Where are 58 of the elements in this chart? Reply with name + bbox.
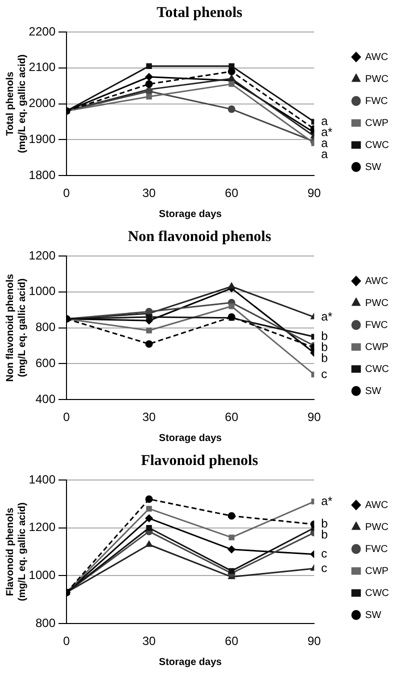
x-tick-label: 0 (63, 410, 70, 424)
chart-title: Total phenols (156, 4, 243, 21)
legend-label: SW (365, 610, 382, 621)
legend-label: AWC (365, 500, 388, 511)
legend-label: CWP (365, 118, 389, 129)
x-axis-title: Storage days (158, 656, 222, 668)
x-tick-label: 30 (142, 410, 156, 424)
legend-label: AWC (365, 276, 388, 287)
text: a* (321, 309, 333, 324)
y-axis-title: Non flavonoid phenols (mg/L eq. gallic acid) (4, 273, 28, 382)
legend-label: FWC (365, 96, 388, 107)
x-tick-label: 90 (307, 410, 322, 424)
y-tick-label: 600 (35, 356, 56, 370)
x-tick-label: 60 (224, 186, 239, 200)
legend-label: SW (365, 162, 382, 173)
y-tick-label: 1000 (28, 568, 56, 582)
y-axis-title: Total phenols (mg/L eq. gallic acid) (4, 54, 28, 154)
x-axis-title: Storage days (158, 208, 222, 220)
chart-title: Non flavonoid phenols (128, 228, 272, 245)
y-axis-title: Flavonoid phenols (mg/L eq. gallic acid) (4, 502, 28, 602)
legend-label: PWC (365, 74, 388, 85)
legend-label: SW (365, 386, 382, 397)
text: c (321, 546, 328, 561)
legend-label: CWP (365, 342, 389, 353)
legend-label: CWC (365, 140, 390, 151)
y-tick-label: 1900 (28, 132, 56, 146)
legend-label: FWC (365, 544, 388, 555)
text: a* (321, 494, 333, 508)
chart-title: Flavonoid phenols (140, 452, 258, 469)
legend-label: FWC (365, 320, 388, 331)
y-tick-label: 400 (35, 392, 56, 406)
x-tick-label: 0 (63, 186, 70, 200)
y-tick-label: 1000 (28, 284, 56, 298)
x-tick-label: 90 (307, 634, 322, 648)
text: c (321, 560, 328, 575)
legend-label: CWP (365, 566, 389, 577)
x-tick-label: 30 (142, 186, 156, 200)
x-axis-title: Storage days (158, 432, 222, 444)
y-tick-label: 1200 (28, 520, 56, 534)
legend-label: PWC (365, 298, 388, 309)
y-tick-label: 2000 (28, 96, 56, 110)
legend-label: AWC (365, 52, 388, 63)
y-tick-label: 800 (35, 320, 56, 334)
legend-label: CWC (365, 588, 390, 599)
legend-label: PWC (365, 522, 388, 533)
text: c (321, 366, 328, 381)
x-tick-label: 0 (63, 634, 70, 648)
y-tick-label: 1800 (28, 168, 56, 182)
y-tick-label: 2200 (28, 24, 56, 38)
x-tick-label: 30 (142, 634, 156, 648)
y-tick-label: 800 (35, 616, 56, 630)
y-tick-label: 1200 (28, 248, 56, 262)
legend-label: CWC (365, 364, 390, 375)
y-tick-label: 1400 (28, 472, 56, 486)
x-tick-label: 60 (224, 634, 239, 648)
x-tick-label: 90 (307, 186, 322, 200)
y-tick-label: 2100 (28, 60, 56, 74)
x-tick-label: 60 (224, 410, 239, 424)
